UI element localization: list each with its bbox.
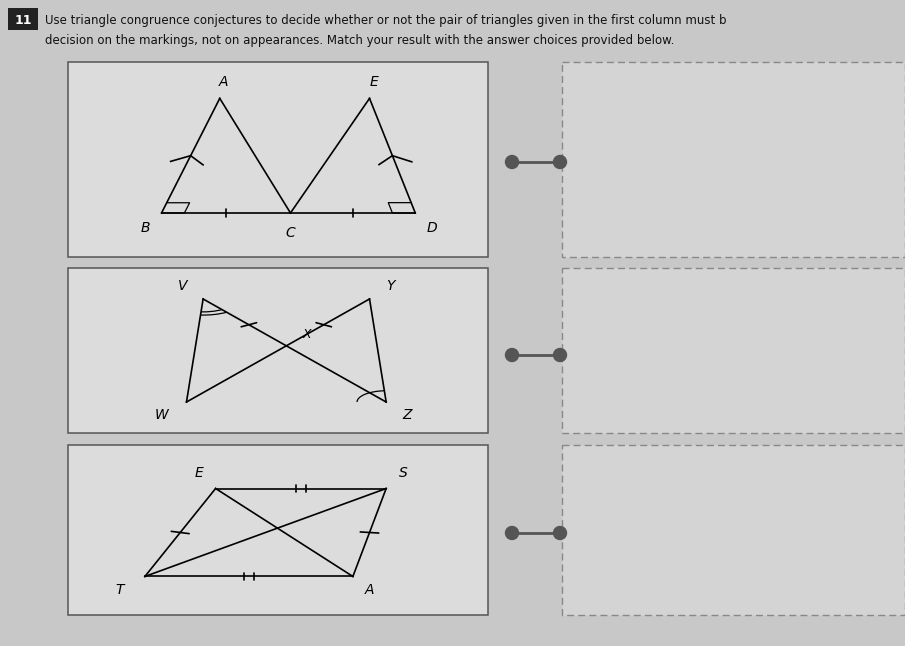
Text: E: E (195, 466, 204, 480)
Bar (68, 268, 488, 433)
Circle shape (554, 348, 567, 362)
Text: C: C (286, 226, 295, 240)
Text: D: D (426, 221, 437, 234)
Circle shape (554, 526, 567, 539)
Bar (562, 445, 905, 615)
Text: A: A (219, 75, 229, 89)
Text: decision on the markings, not on appearances. Match your result with the answer : decision on the markings, not on appeara… (45, 34, 674, 47)
Text: T: T (116, 583, 124, 597)
Circle shape (506, 526, 519, 539)
Text: 11: 11 (14, 14, 32, 28)
Circle shape (506, 156, 519, 169)
Text: W: W (155, 408, 168, 422)
Bar (68, 62, 488, 257)
Text: Use triangle congruence conjectures to decide whether or not the pair of triangl: Use triangle congruence conjectures to d… (45, 14, 727, 27)
Circle shape (506, 348, 519, 362)
Circle shape (554, 156, 567, 169)
Text: V: V (177, 278, 187, 293)
Text: Z: Z (402, 408, 412, 422)
Text: Y: Y (386, 278, 395, 293)
Text: X: X (303, 328, 311, 341)
Text: E: E (369, 75, 378, 89)
Text: S: S (398, 466, 407, 480)
Bar (562, 62, 905, 257)
Bar (68, 445, 488, 615)
FancyBboxPatch shape (8, 8, 38, 30)
Text: B: B (140, 221, 149, 234)
Bar (562, 268, 905, 433)
Text: A: A (365, 583, 375, 597)
